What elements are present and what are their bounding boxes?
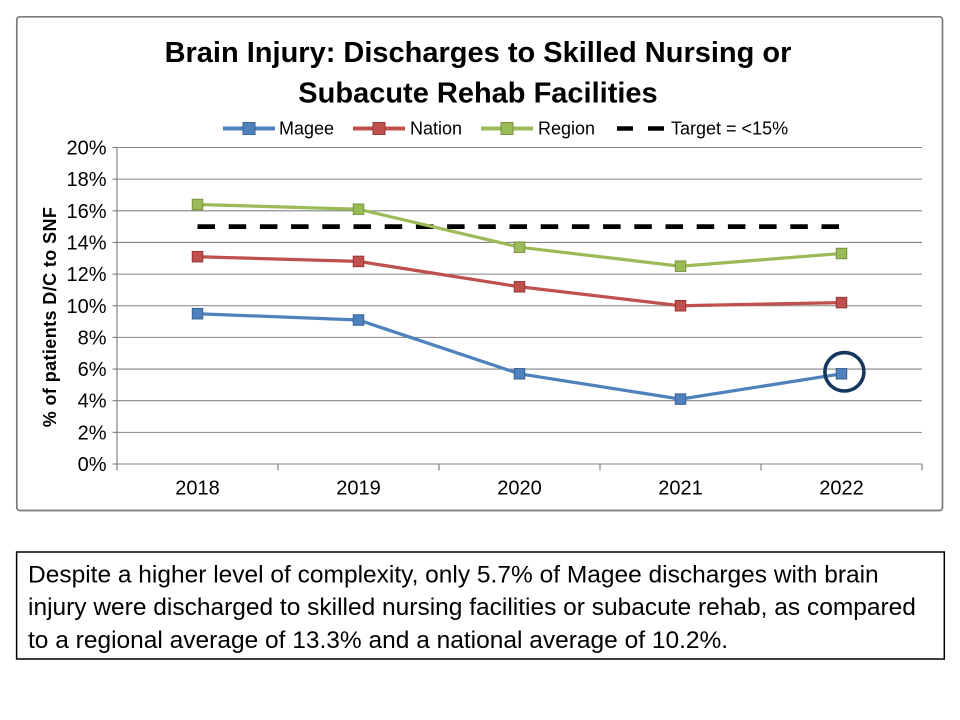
svg-text:2018: 2018 (175, 478, 220, 500)
svg-text:12%: 12% (66, 264, 106, 286)
svg-text:6%: 6% (78, 359, 107, 381)
svg-text:14%: 14% (66, 232, 106, 254)
svg-text:Region: Region (538, 119, 595, 139)
svg-text:Magee: Magee (279, 119, 334, 139)
svg-text:2022: 2022 (819, 478, 864, 500)
svg-text:20%: 20% (66, 138, 106, 160)
svg-text:Brain Injury: Discharges to Sk: Brain Injury: Discharges to Skilled Nurs… (165, 37, 792, 69)
svg-text:% of patients D/C to SNF: % of patients D/C to SNF (40, 207, 60, 428)
svg-text:Target = <15%: Target = <15% (671, 119, 788, 139)
svg-text:2020: 2020 (497, 478, 542, 500)
svg-text:18%: 18% (66, 169, 106, 191)
svg-text:Subacute Rehab Facilities: Subacute Rehab Facilities (298, 78, 657, 110)
svg-text:2%: 2% (78, 422, 107, 444)
svg-text:4%: 4% (78, 391, 107, 413)
svg-text:injury were discharged to skil: injury were discharged to skilled nursin… (28, 594, 916, 621)
svg-text:Despite a higher level of comp: Despite a higher level of complexity, on… (28, 562, 879, 589)
svg-text:0%: 0% (78, 454, 107, 476)
svg-text:10%: 10% (66, 296, 106, 318)
svg-text:8%: 8% (78, 327, 107, 349)
svg-text:Nation: Nation (410, 119, 462, 139)
svg-text:16%: 16% (66, 201, 106, 223)
svg-text:to a regional average of 13.3%: to a regional average of 13.3% and a nat… (28, 627, 728, 654)
svg-text:2021: 2021 (658, 478, 703, 500)
svg-text:2019: 2019 (336, 478, 381, 500)
